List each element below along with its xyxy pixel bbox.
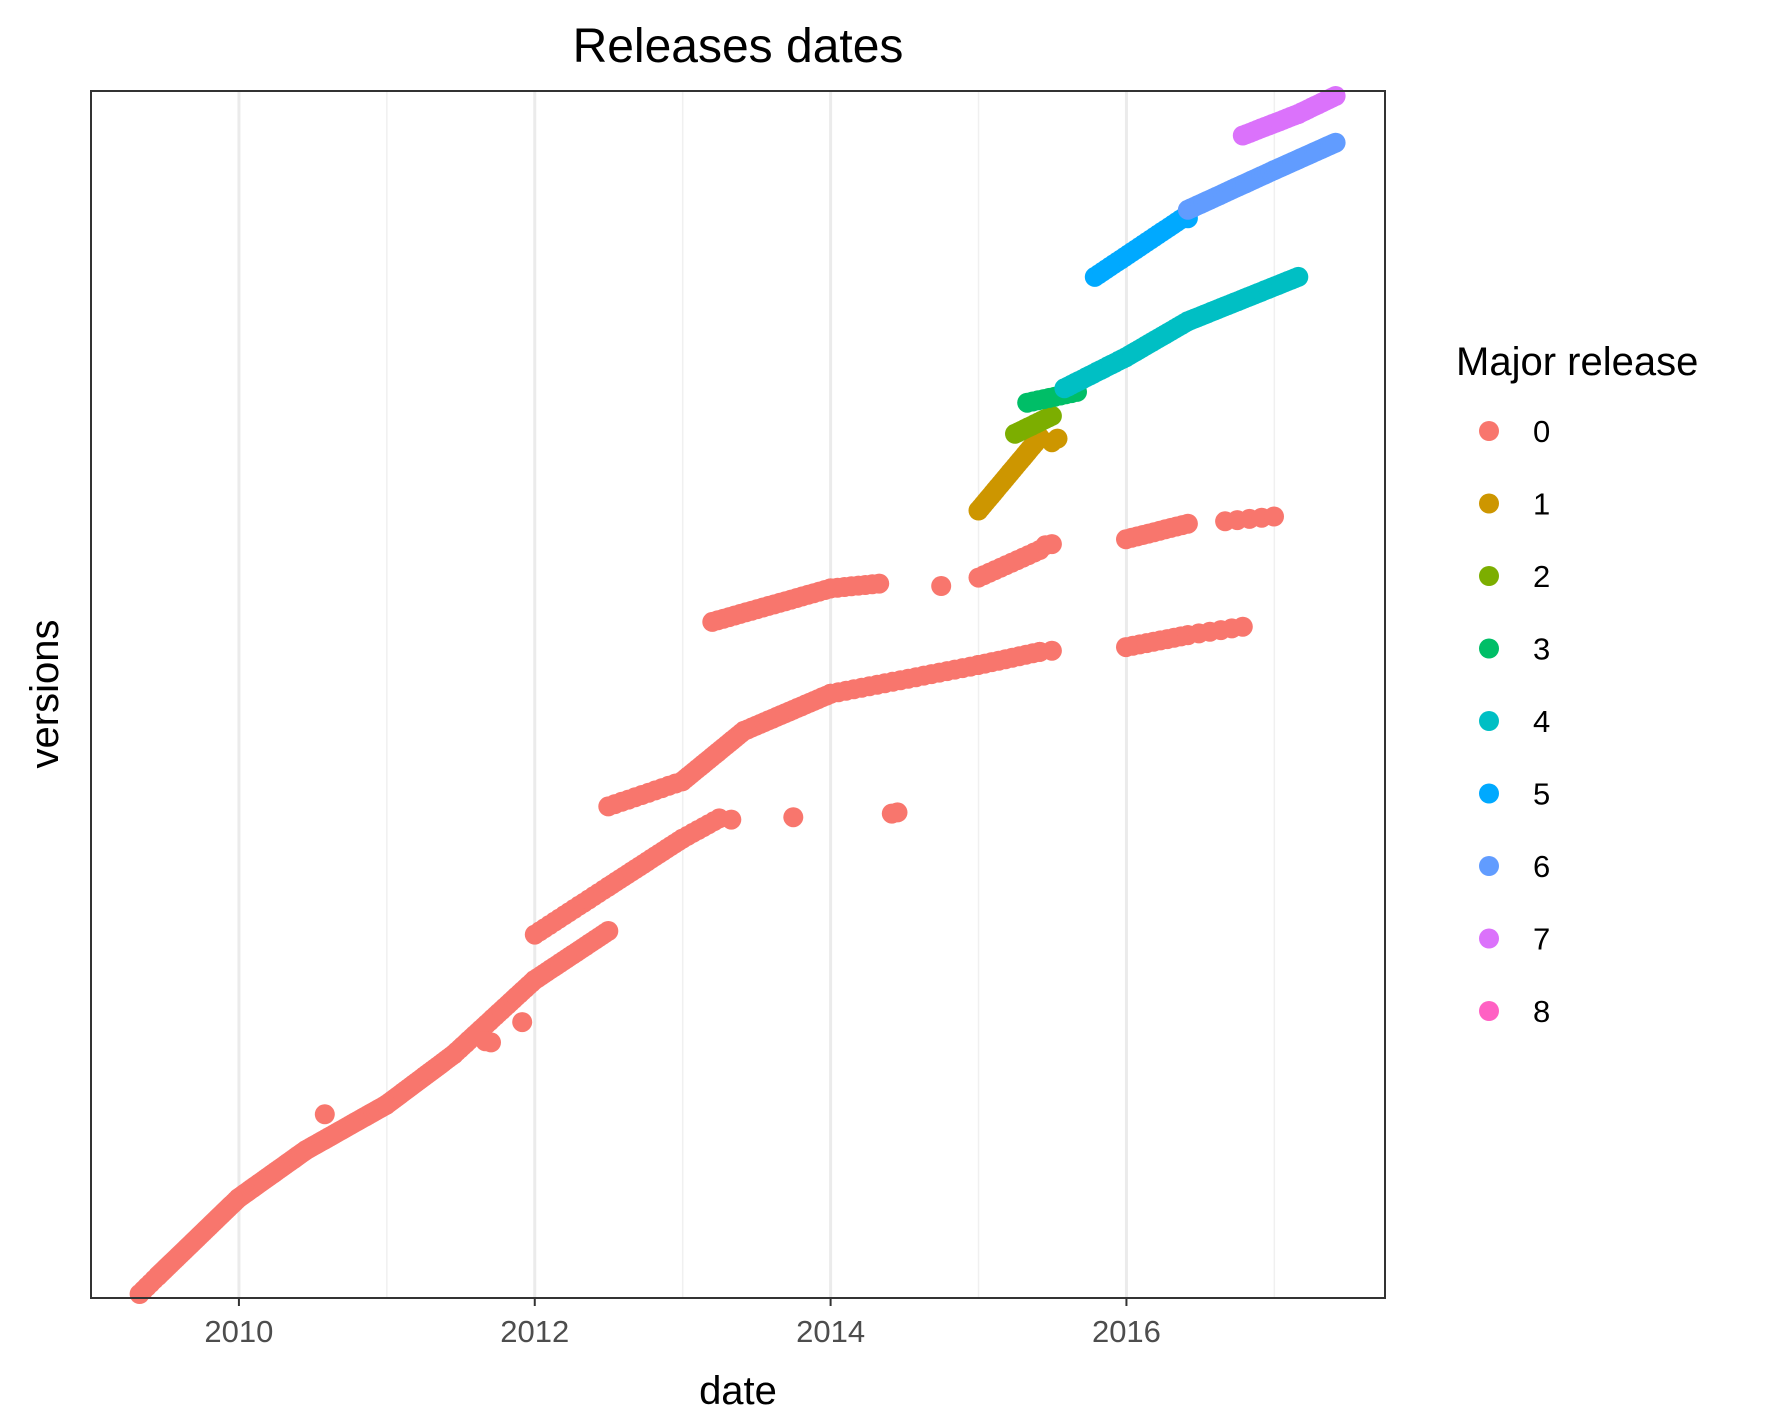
release-point-major-2 bbox=[1041, 405, 1062, 426]
legend-key-5 bbox=[1479, 783, 1499, 804]
release-point-major-0 bbox=[475, 1031, 496, 1052]
release-point-major-0 bbox=[314, 1104, 335, 1125]
legend-key-2 bbox=[1479, 566, 1499, 586]
release-point-major-0 bbox=[1232, 616, 1253, 637]
release-point-major-4 bbox=[1288, 266, 1309, 287]
release-point-major-0 bbox=[869, 573, 890, 594]
legend: 0 1 2 3 4 5 6 7 8 bbox=[1479, 414, 1550, 1029]
legend-title: Major release bbox=[1456, 340, 1698, 384]
legend-key-4 bbox=[1479, 711, 1499, 731]
legend-key-7 bbox=[1479, 928, 1499, 949]
legend-label-7: 7 bbox=[1533, 922, 1550, 957]
legend-label-0: 0 bbox=[1533, 414, 1550, 449]
data-points bbox=[129, 86, 1346, 1304]
release-point-major-0 bbox=[783, 807, 804, 828]
legend-key-6 bbox=[1479, 856, 1499, 876]
legend-key-1 bbox=[1479, 493, 1499, 514]
release-point-major-0 bbox=[1041, 640, 1062, 661]
legend-label-8: 8 bbox=[1533, 994, 1550, 1029]
legend-label-2: 2 bbox=[1533, 559, 1550, 594]
x-axis-title: date bbox=[699, 1369, 777, 1413]
release-point-major-7 bbox=[1325, 86, 1346, 106]
legend-key-3 bbox=[1479, 638, 1499, 659]
legend-label-1: 1 bbox=[1533, 487, 1550, 522]
legend-label-4: 4 bbox=[1533, 704, 1550, 739]
legend-key-8 bbox=[1479, 1001, 1499, 1021]
chart-title: Releases dates bbox=[573, 20, 904, 73]
release-point-major-0 bbox=[1177, 513, 1198, 534]
x-axis-ticks: 2010 2012 2014 2016 bbox=[204, 1298, 1161, 1349]
release-point-major-6 bbox=[1325, 132, 1346, 153]
x-tick-label: 2010 bbox=[204, 1314, 273, 1349]
legend-label-6: 6 bbox=[1533, 849, 1550, 884]
release-point-major-0 bbox=[721, 809, 742, 830]
x-tick-label: 2012 bbox=[500, 1314, 569, 1349]
x-tick-label: 2016 bbox=[1092, 1314, 1161, 1349]
x-tick-label: 2014 bbox=[796, 1314, 865, 1349]
y-axis-title: versions bbox=[23, 620, 67, 769]
legend-label-3: 3 bbox=[1533, 632, 1550, 667]
release-point-major-0 bbox=[512, 1012, 533, 1033]
release-point-major-0 bbox=[1041, 534, 1062, 555]
release-point-major-0 bbox=[1264, 506, 1284, 527]
release-point-major-0 bbox=[931, 576, 952, 596]
release-point-major-0 bbox=[376, 1094, 397, 1115]
release-point-major-0 bbox=[887, 802, 908, 823]
release-point-major-0 bbox=[598, 921, 619, 941]
legend-key-0 bbox=[1479, 421, 1499, 441]
release-point-major-1 bbox=[1047, 428, 1068, 449]
legend-label-5: 5 bbox=[1533, 777, 1550, 812]
plot-panel-border bbox=[90, 90, 1386, 1299]
